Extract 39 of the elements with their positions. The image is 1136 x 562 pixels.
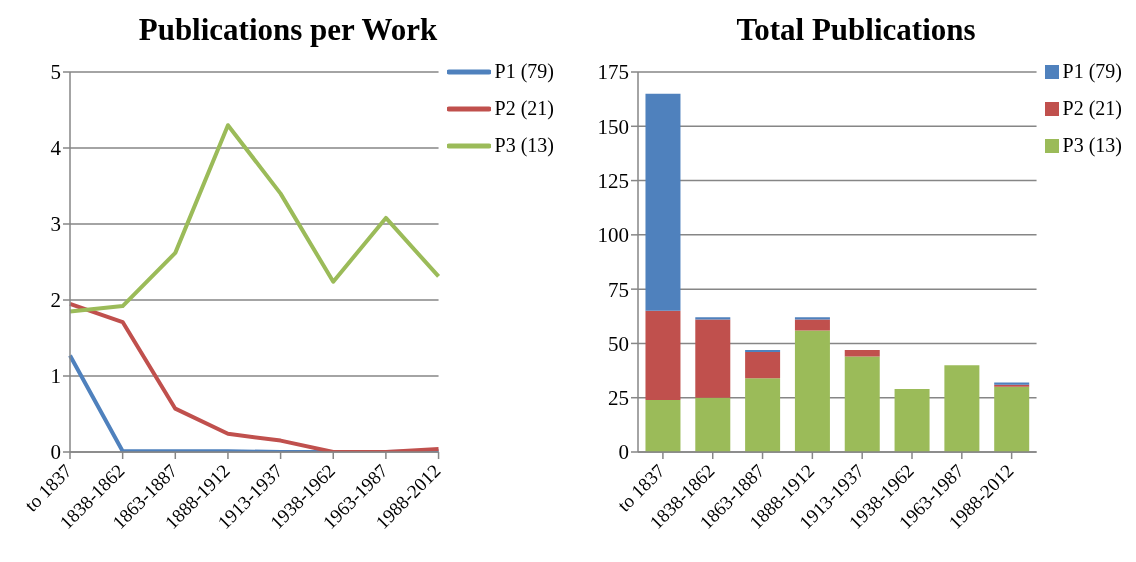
bar	[645, 93, 681, 311]
bar	[794, 319, 830, 331]
bar	[695, 317, 731, 320]
legend-label: P2 (21)	[1062, 97, 1122, 120]
bar	[745, 378, 781, 452]
y-tick-label: 0	[50, 440, 61, 465]
y-tick-label: 3	[50, 212, 61, 237]
y-tick-label: 125	[597, 169, 629, 194]
bar	[894, 389, 930, 452]
chart-title: Publications per Work	[137, 11, 439, 49]
y-tick-label: 50	[608, 331, 629, 356]
legend-label: P3 (13)	[1062, 134, 1122, 157]
bar	[645, 399, 681, 452]
y-tick-label: 175	[597, 60, 629, 85]
y-tick-label: 25	[608, 386, 629, 411]
legend-label: P3 (13)	[494, 134, 554, 157]
chart-title: Total Publications	[735, 11, 977, 49]
bar	[944, 365, 980, 452]
bar	[645, 310, 681, 400]
bar	[695, 319, 731, 398]
bar	[844, 356, 880, 452]
bar	[745, 352, 781, 379]
bar	[844, 349, 880, 357]
y-tick-label: 150	[597, 114, 629, 139]
bar	[745, 349, 781, 353]
y-tick-label: 75	[608, 277, 629, 302]
bar	[994, 386, 1030, 452]
y-tick-label: 1	[50, 364, 61, 389]
bar	[794, 330, 830, 452]
y-tick-label: 100	[597, 223, 629, 248]
legend-label: P1 (79)	[494, 60, 554, 83]
bar	[695, 397, 731, 452]
y-tick-label: 5	[50, 60, 61, 85]
y-tick-label: 2	[50, 288, 61, 313]
y-tick-label: 4	[50, 136, 62, 161]
legend-label: P2 (21)	[494, 97, 554, 120]
legend-label: P1 (79)	[1062, 60, 1122, 83]
y-tick-label: 0	[618, 440, 629, 465]
bar	[794, 317, 830, 320]
